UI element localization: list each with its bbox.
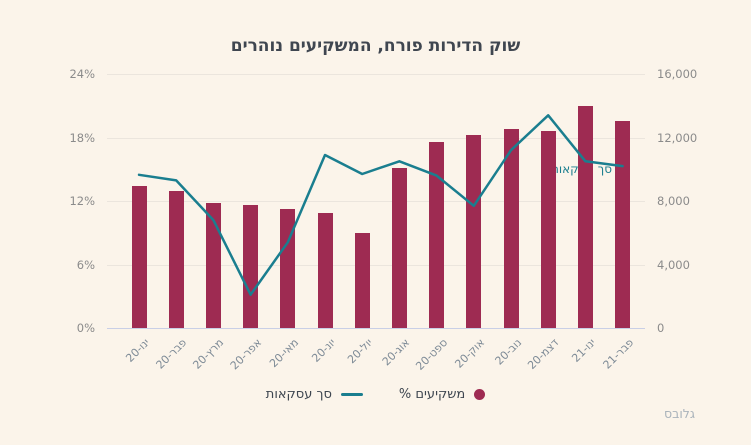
bar-ספט-20 [429, 141, 445, 328]
gridline [107, 264, 645, 266]
plot-area: סך עסקאות 0% 0 6% 4,000 12% 8,000 18% 12,000 24%… [69, 67, 697, 373]
chart-title: שוק הדירות פורח, המשקיעים נוהרים [230, 36, 521, 56]
bar-series-marker-icon [474, 389, 486, 400]
left-axis-tick: 12% [69, 194, 95, 208]
legend-label-transactions: סך עסקאות [265, 387, 332, 402]
globes-brand: גלובס [664, 406, 695, 421]
bar-נוב-20 [503, 129, 519, 328]
gridline [107, 137, 645, 139]
bar-ינו-20 [131, 186, 147, 328]
bar-ינו-21 [577, 105, 593, 328]
bar-פבר-21 [615, 120, 631, 328]
left-axis-tick: 18% [69, 130, 95, 145]
right-axis-tick: 16,000 [657, 67, 698, 81]
legend-item-investors-pct[interactable]: משקיעים % [398, 387, 486, 402]
line-series-marker-icon [340, 393, 363, 396]
bar-אפר-20 [243, 205, 259, 328]
legend-item-total-transactions[interactable]: סך עסקאות [266, 387, 363, 402]
bar-יול-20 [354, 232, 370, 328]
right-axis-tick: 0 [657, 321, 665, 335]
x-axis-line [107, 328, 645, 329]
bar-אוק-20 [466, 135, 482, 328]
right-axis-tick: 4,000 [657, 257, 690, 272]
left-axis-tick: 6% [76, 257, 95, 272]
right-axis-tick: 8,000 [657, 194, 690, 208]
legend-label-investors: משקיעים % [398, 387, 466, 402]
bar-דצמ-20 [540, 131, 556, 328]
left-axis-tick: 0% [76, 321, 95, 335]
bar-יונ-20 [317, 212, 333, 328]
right-axis-tick: 12,000 [657, 130, 698, 145]
bar-פבר-20 [168, 191, 184, 328]
legend: משקיעים % סך עסקאות [0, 387, 751, 402]
gridline [107, 201, 645, 202]
bar-אוג-20 [391, 168, 407, 328]
gridline [107, 74, 645, 75]
bar-מרץ-20 [205, 203, 221, 328]
bar-מאי-20 [280, 209, 296, 328]
left-axis-tick: 24% [69, 67, 95, 81]
